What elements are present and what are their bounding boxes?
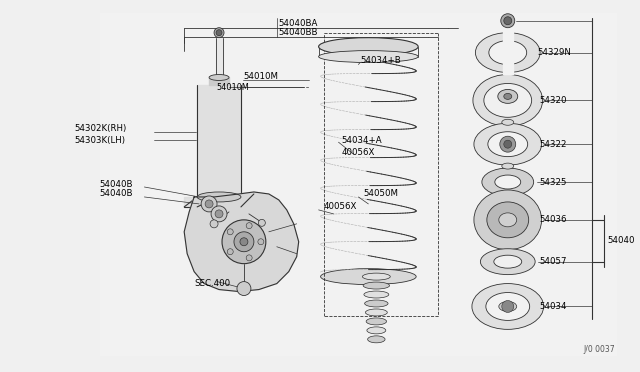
Ellipse shape [363, 282, 390, 289]
Circle shape [240, 238, 248, 246]
Ellipse shape [498, 89, 518, 103]
Text: 54322: 54322 [540, 140, 567, 149]
Circle shape [502, 301, 514, 312]
Ellipse shape [476, 33, 540, 73]
Ellipse shape [495, 175, 521, 189]
Text: 54034+B: 54034+B [360, 56, 401, 65]
Polygon shape [184, 192, 299, 292]
Ellipse shape [321, 269, 416, 285]
Circle shape [215, 210, 223, 218]
Text: 54040BA: 54040BA [279, 19, 318, 28]
Circle shape [227, 249, 233, 255]
Circle shape [500, 136, 516, 152]
Circle shape [258, 239, 264, 245]
Ellipse shape [482, 168, 534, 196]
Circle shape [222, 220, 266, 264]
Text: 54329N: 54329N [538, 48, 572, 57]
Ellipse shape [481, 249, 535, 275]
Ellipse shape [209, 74, 229, 80]
Circle shape [500, 14, 515, 28]
Text: 54040B: 54040B [100, 189, 133, 199]
Circle shape [210, 220, 218, 228]
Text: 54040B: 54040B [100, 180, 133, 189]
Ellipse shape [474, 123, 541, 165]
Text: 54010M: 54010M [216, 83, 249, 92]
Text: 54320: 54320 [540, 96, 567, 105]
Ellipse shape [365, 309, 387, 316]
Circle shape [211, 206, 227, 222]
Circle shape [201, 196, 217, 212]
Text: 54050M: 54050M [364, 189, 399, 199]
Text: 54036: 54036 [540, 215, 567, 224]
Ellipse shape [494, 255, 522, 268]
Circle shape [504, 17, 512, 25]
Circle shape [246, 255, 252, 261]
Circle shape [227, 229, 233, 235]
Circle shape [216, 30, 222, 36]
Text: 40056X: 40056X [324, 202, 357, 211]
Text: 40056X: 40056X [342, 148, 375, 157]
Ellipse shape [502, 163, 514, 169]
Ellipse shape [472, 283, 543, 329]
Ellipse shape [489, 41, 527, 64]
Text: 54303K(LH): 54303K(LH) [75, 136, 125, 145]
Ellipse shape [486, 292, 530, 320]
Text: 54302K(RH): 54302K(RH) [75, 124, 127, 133]
Ellipse shape [367, 336, 385, 343]
Text: 54040: 54040 [607, 236, 635, 245]
Text: 54040BB: 54040BB [279, 28, 318, 37]
Ellipse shape [365, 300, 388, 307]
Ellipse shape [484, 83, 532, 117]
Ellipse shape [197, 192, 241, 202]
Ellipse shape [499, 301, 516, 311]
Ellipse shape [367, 327, 386, 334]
Circle shape [259, 219, 266, 226]
Ellipse shape [366, 318, 387, 325]
Ellipse shape [364, 291, 388, 298]
Text: 54034: 54034 [540, 302, 567, 311]
Circle shape [214, 28, 224, 38]
Bar [100, 13, 618, 356]
Ellipse shape [487, 202, 529, 238]
Circle shape [205, 200, 213, 208]
Ellipse shape [499, 213, 516, 227]
Circle shape [246, 223, 252, 229]
Ellipse shape [488, 132, 528, 157]
Ellipse shape [504, 93, 512, 99]
Circle shape [504, 140, 512, 148]
Ellipse shape [319, 38, 418, 55]
Circle shape [237, 282, 251, 295]
Text: J/0 0037: J/0 0037 [584, 345, 615, 354]
Ellipse shape [502, 119, 514, 125]
Ellipse shape [319, 51, 418, 62]
Ellipse shape [362, 273, 390, 280]
Text: 54034+A: 54034+A [342, 136, 382, 145]
Text: 54057: 54057 [540, 257, 567, 266]
Ellipse shape [474, 190, 541, 250]
Text: 54010M: 54010M [243, 72, 278, 81]
Ellipse shape [473, 74, 543, 126]
Text: SEC.400: SEC.400 [194, 279, 230, 288]
Text: 54325: 54325 [540, 177, 567, 186]
Circle shape [234, 232, 254, 252]
